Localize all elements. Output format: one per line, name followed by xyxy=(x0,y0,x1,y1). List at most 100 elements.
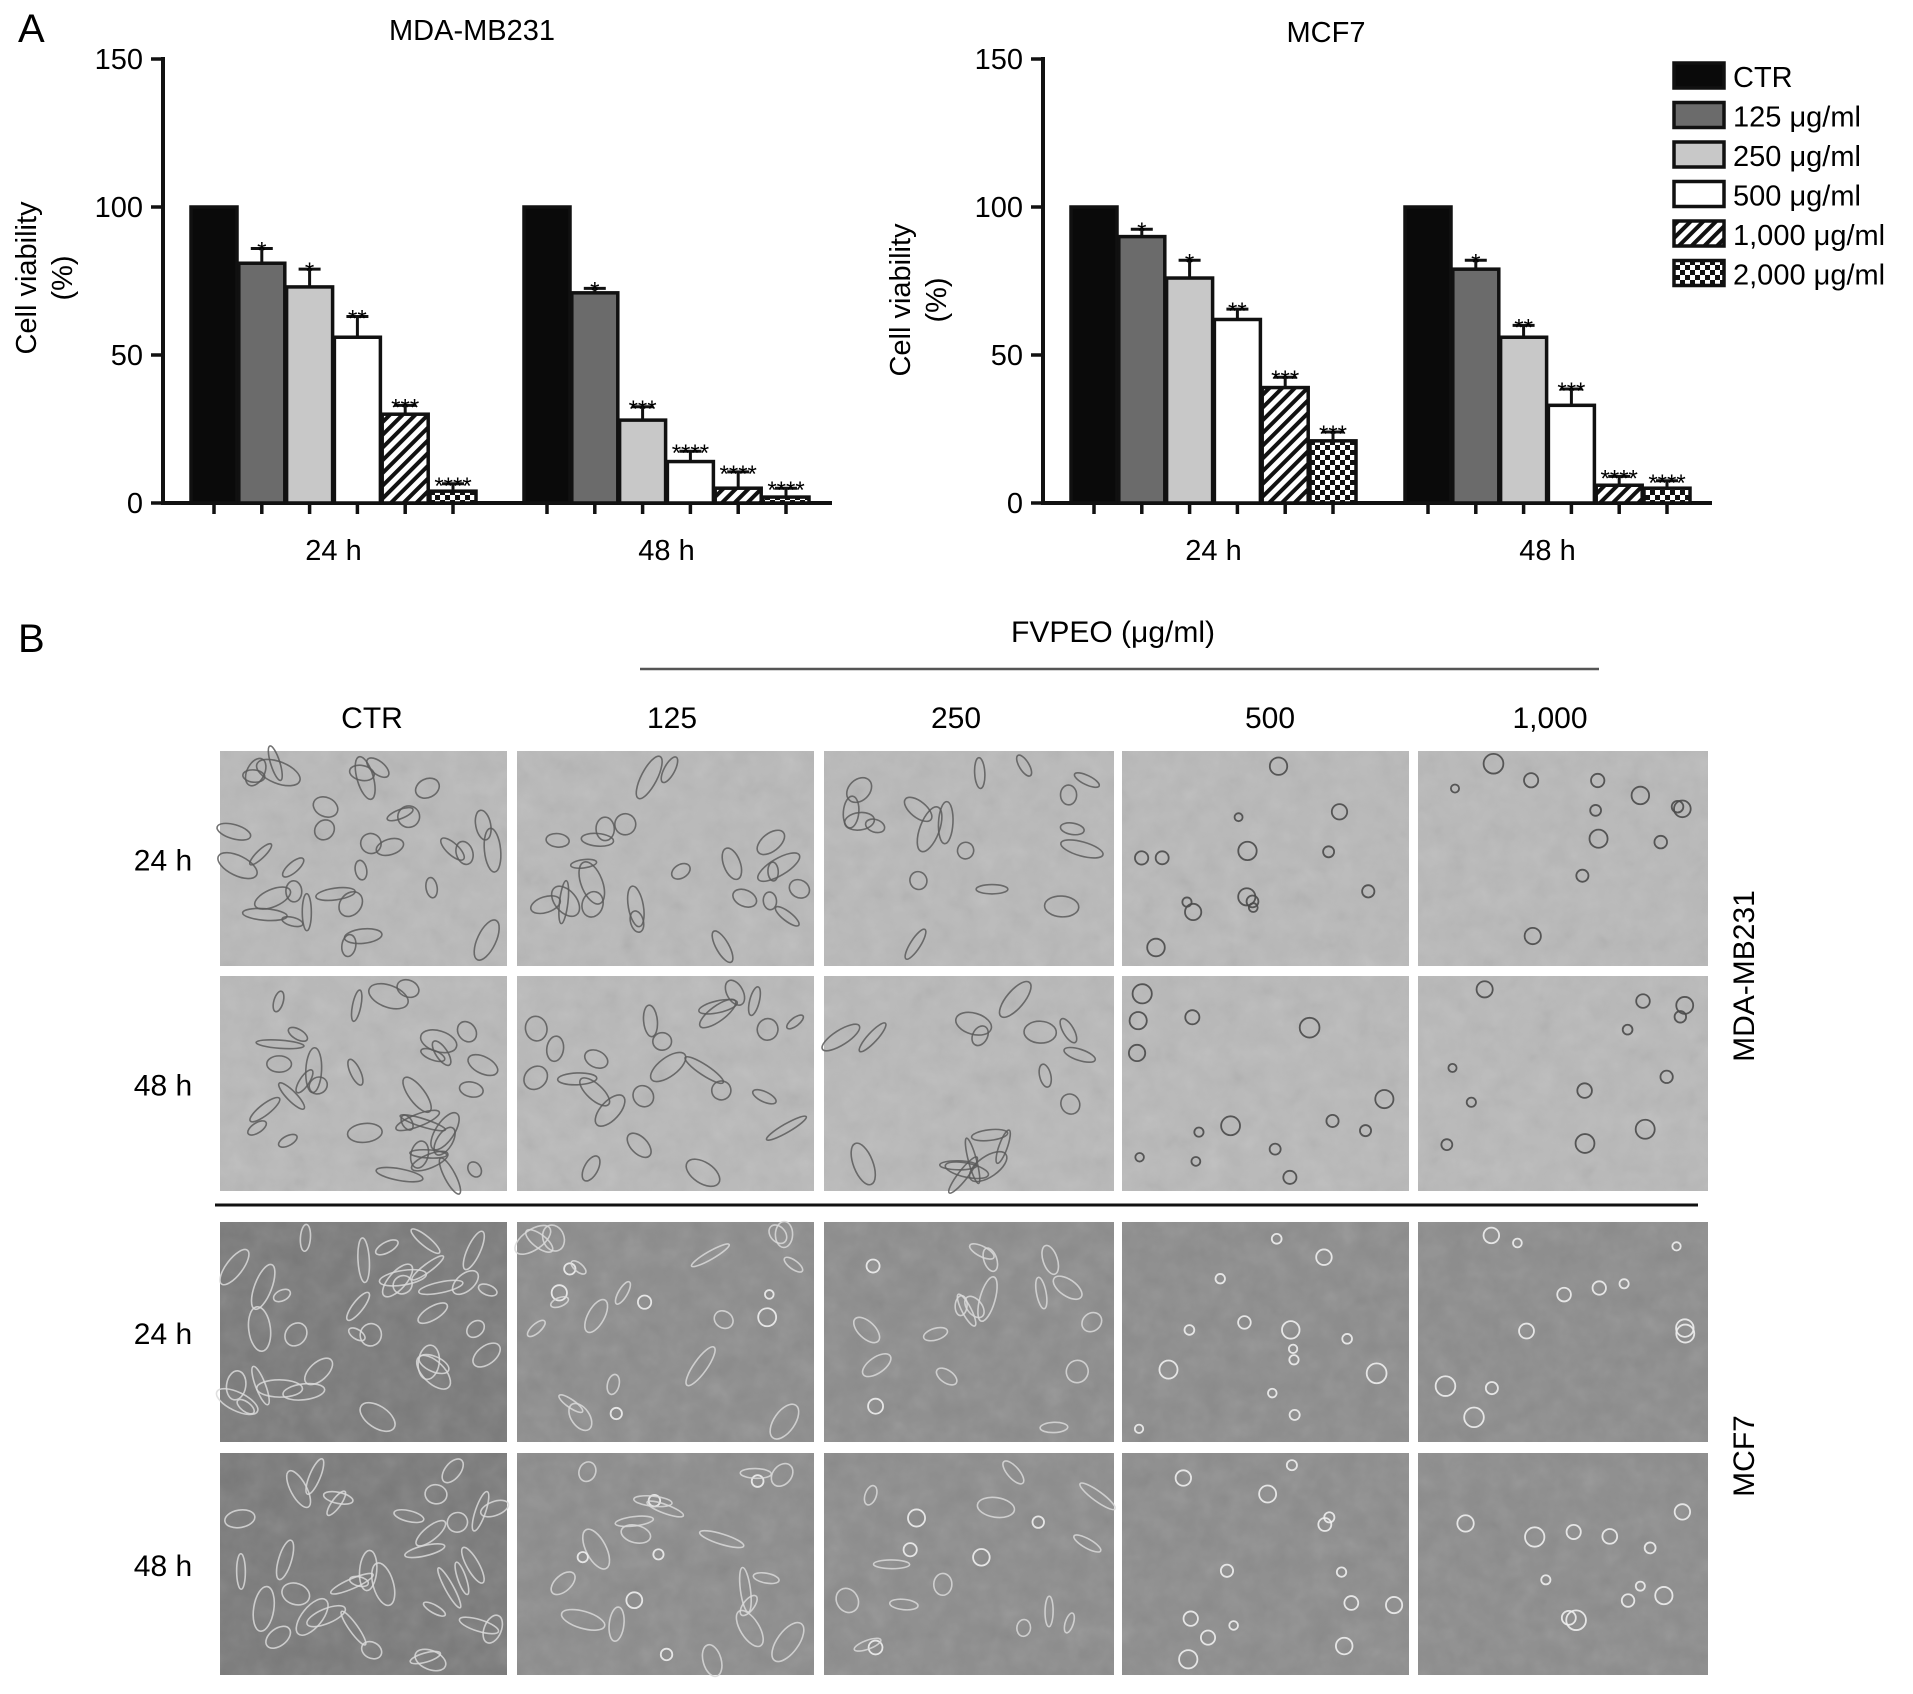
cell xyxy=(1127,1043,1147,1063)
cell xyxy=(739,1467,773,1480)
legend-swatch xyxy=(1672,140,1726,169)
micrograph-texture xyxy=(1418,751,1708,966)
cell xyxy=(359,1401,396,1433)
cell xyxy=(1671,1241,1682,1252)
cell xyxy=(224,1509,256,1529)
cell xyxy=(1270,1232,1283,1245)
cell xyxy=(451,1269,480,1296)
significance-label: *** xyxy=(1319,421,1347,448)
cell xyxy=(375,837,405,857)
cell xyxy=(1440,1138,1454,1152)
significance-label: **** xyxy=(1648,470,1685,497)
cell xyxy=(670,862,691,880)
cell xyxy=(1465,1096,1477,1108)
cell xyxy=(738,1566,753,1613)
bar xyxy=(1498,335,1549,505)
column-header: CTR xyxy=(341,702,403,735)
cell xyxy=(909,870,928,891)
cell xyxy=(1245,894,1260,909)
cell xyxy=(462,1230,486,1271)
cell xyxy=(386,806,414,822)
cell xyxy=(1282,1169,1298,1185)
cell xyxy=(550,1284,568,1302)
cell xyxy=(972,1548,991,1567)
cell xyxy=(762,891,778,911)
legend-label: 500 μg/ml xyxy=(1733,181,1861,213)
cell xyxy=(1335,1566,1348,1578)
cell xyxy=(414,777,441,799)
cell xyxy=(404,1543,446,1559)
cell xyxy=(1184,1009,1201,1026)
micrograph-image xyxy=(824,751,1114,966)
cell xyxy=(215,1387,259,1416)
micrograph-image xyxy=(1418,751,1708,966)
significance-label: *** xyxy=(1557,378,1585,405)
cell xyxy=(845,776,873,804)
cell xyxy=(872,1559,911,1570)
cell xyxy=(1590,772,1606,789)
cell xyxy=(1618,1278,1630,1290)
bar xyxy=(1546,403,1597,505)
row-label: 48 h xyxy=(134,1550,192,1583)
y-axis-label-line2: (%) xyxy=(921,277,953,322)
cell xyxy=(569,858,598,870)
cell xyxy=(1621,1023,1634,1036)
cell xyxy=(652,1548,665,1561)
cell xyxy=(545,1035,565,1063)
cell xyxy=(1341,1333,1353,1345)
bar xyxy=(237,261,287,505)
cell xyxy=(287,1026,309,1043)
cell xyxy=(308,1076,329,1095)
cell xyxy=(1322,845,1336,859)
cell xyxy=(409,1140,430,1169)
cell xyxy=(768,1224,788,1245)
micrograph-image xyxy=(824,1222,1114,1442)
cell xyxy=(549,1295,570,1309)
cell xyxy=(938,1159,978,1171)
cell xyxy=(995,1129,1012,1165)
cell xyxy=(393,1508,425,1524)
cell xyxy=(285,1469,312,1509)
cell xyxy=(550,885,581,918)
cell-line-label: MCF7 xyxy=(1728,1415,1761,1497)
cell xyxy=(973,756,986,790)
cell xyxy=(853,1637,882,1652)
cell xyxy=(771,1621,805,1663)
micrograph-image xyxy=(1122,1453,1409,1675)
micrograph-texture xyxy=(824,1453,1114,1675)
cell xyxy=(558,1394,584,1414)
cell xyxy=(1634,1580,1646,1592)
cell xyxy=(732,888,758,908)
cell xyxy=(1193,1126,1205,1138)
cell xyxy=(954,1011,993,1036)
cell xyxy=(430,1111,460,1151)
cell xyxy=(482,1614,504,1644)
cell xyxy=(265,1625,292,1650)
cell xyxy=(1635,993,1651,1009)
cell xyxy=(1034,1276,1048,1310)
cell xyxy=(1589,804,1602,817)
cell xyxy=(1146,937,1166,958)
cell xyxy=(659,1647,674,1662)
cell xyxy=(632,1084,655,1108)
cell xyxy=(368,982,409,1010)
cell xyxy=(956,841,975,860)
cell xyxy=(467,1161,483,1178)
significance-label: *** xyxy=(629,396,657,423)
cell xyxy=(282,1382,326,1401)
chart-legend: CTR 125 μg/ml 250 μg/ml 500 μg/ml 1,000 μg/m… xyxy=(1672,61,1885,292)
cell xyxy=(774,1220,794,1249)
cell xyxy=(1178,1649,1199,1670)
cell xyxy=(526,1319,546,1338)
micrograph-texture xyxy=(1418,976,1708,1191)
cell xyxy=(1060,1093,1081,1115)
cell xyxy=(608,1606,625,1642)
cell xyxy=(1456,1514,1475,1533)
cell xyxy=(861,1353,892,1378)
cell xyxy=(545,832,570,848)
legend-label: 1,000 μg/ml xyxy=(1733,220,1885,252)
cell xyxy=(711,930,734,964)
cell xyxy=(578,1461,597,1483)
cell xyxy=(1063,1612,1076,1634)
cell xyxy=(1154,850,1170,866)
